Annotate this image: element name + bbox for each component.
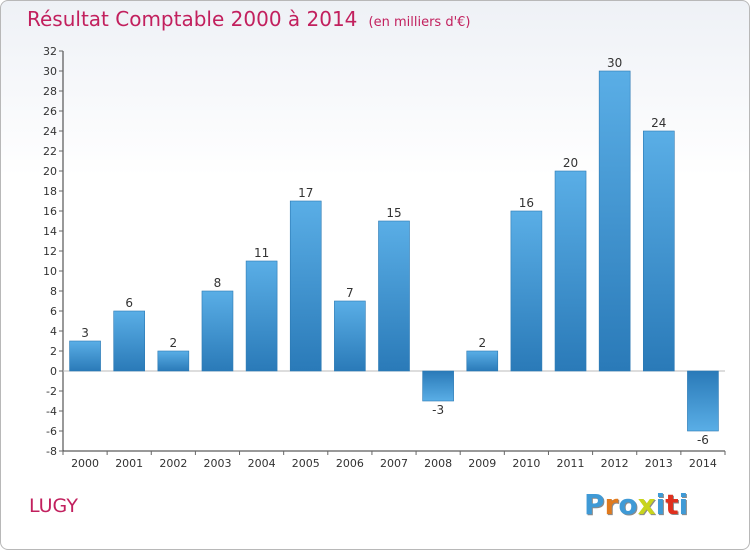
bar-value-label: 24: [651, 116, 666, 130]
bar-value-label: 8: [214, 276, 222, 290]
x-tick-label: 2011: [557, 457, 585, 470]
y-tick-label: 16: [43, 205, 57, 218]
bar: [466, 350, 499, 372]
x-tick-label: 2002: [159, 457, 187, 470]
bar: [422, 370, 454, 402]
x-tick-label: 2010: [512, 457, 540, 470]
y-tick-label: -8: [46, 445, 57, 458]
unit-note: (en milliers d'€): [368, 15, 471, 30]
y-tick-label: -6: [46, 425, 57, 438]
bar: [642, 130, 675, 372]
x-tick-label: 2003: [203, 457, 231, 470]
y-tick-label: 30: [43, 65, 57, 78]
y-tick-label: 26: [43, 105, 57, 118]
bar-value-label: 2: [170, 336, 178, 350]
x-tick-label: 2014: [689, 457, 717, 470]
bar-value-label: 11: [254, 246, 269, 260]
chart-title: Résultat Comptable 2000 à 2014: [27, 7, 358, 31]
bar-value-label: 30: [607, 56, 622, 70]
bar-value-label: -6: [697, 433, 709, 447]
bar: [510, 210, 543, 372]
bar: [598, 70, 631, 372]
x-tick-label: 2000: [71, 457, 99, 470]
bar: [334, 300, 366, 372]
y-tick-label: 14: [43, 225, 57, 238]
y-tick-label: 20: [43, 165, 57, 178]
y-tick-label: 8: [50, 285, 57, 298]
x-tick-label: 2013: [645, 457, 673, 470]
y-tick-label: 18: [43, 185, 57, 198]
bar-value-label: 20: [563, 156, 578, 170]
x-tick-label: 2009: [468, 457, 496, 470]
bar: [113, 310, 145, 372]
y-tick-label: 24: [43, 125, 57, 138]
bar: [687, 370, 719, 432]
y-tick-label: 4: [50, 325, 57, 338]
bar-value-label: -3: [432, 403, 444, 417]
y-tick-label: -4: [46, 405, 57, 418]
x-tick-label: 2005: [292, 457, 320, 470]
logo-letter: r: [604, 488, 619, 521]
town-name: LUGY: [29, 495, 78, 517]
logo-letter: P: [584, 488, 605, 521]
bar-value-label: 6: [125, 296, 133, 310]
bar: [201, 290, 234, 372]
bar-value-label: 15: [386, 206, 401, 220]
logo-letter: i: [655, 488, 666, 521]
y-tick-label: 32: [43, 45, 57, 58]
y-tick-label: 6: [50, 305, 57, 318]
x-tick-label: 2012: [601, 457, 629, 470]
bar: [378, 220, 410, 372]
bar-value-label: 17: [298, 186, 313, 200]
proxiti-logo: Proxiti: [584, 488, 688, 521]
bar: [69, 340, 101, 372]
y-tick-label: 12: [43, 245, 57, 258]
bar-value-label: 3: [81, 326, 89, 340]
y-tick-label: 28: [43, 85, 57, 98]
x-tick-label: 2007: [380, 457, 408, 470]
title-row: Résultat Comptable 2000 à 2014 (en milli…: [27, 7, 470, 31]
y-tick-label: 10: [43, 265, 57, 278]
y-tick-label: 22: [43, 145, 57, 158]
bar-value-label: 16: [519, 196, 534, 210]
bar: [245, 260, 278, 372]
bar-value-label: 7: [346, 286, 354, 300]
y-tick-label: 0: [50, 365, 57, 378]
y-tick-label: 2: [50, 345, 57, 358]
bar: [554, 170, 587, 372]
bar: [289, 200, 322, 372]
x-tick-label: 2004: [248, 457, 276, 470]
logo-letter: i: [678, 488, 689, 521]
bar-value-label: 2: [478, 336, 486, 350]
logo-letter: x: [637, 488, 656, 521]
x-tick-label: 2006: [336, 457, 364, 470]
bar: [157, 350, 190, 372]
x-tick-label: 2008: [424, 457, 452, 470]
x-tick-label: 2001: [115, 457, 143, 470]
y-tick-label: -2: [46, 385, 57, 398]
logo-letter: t: [665, 488, 679, 521]
logo-letter: o: [618, 488, 638, 521]
